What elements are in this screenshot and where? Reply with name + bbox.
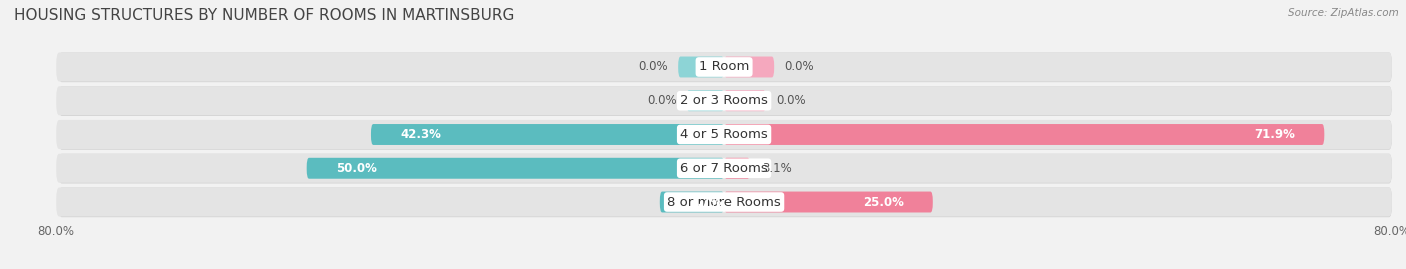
FancyBboxPatch shape (724, 90, 766, 111)
Text: Source: ZipAtlas.com: Source: ZipAtlas.com (1288, 8, 1399, 18)
FancyBboxPatch shape (724, 56, 775, 77)
FancyBboxPatch shape (724, 158, 749, 179)
Text: 0.0%: 0.0% (776, 94, 806, 107)
Text: HOUSING STRUCTURES BY NUMBER OF ROOMS IN MARTINSBURG: HOUSING STRUCTURES BY NUMBER OF ROOMS IN… (14, 8, 515, 23)
FancyBboxPatch shape (59, 52, 1392, 82)
FancyBboxPatch shape (56, 120, 1392, 149)
Text: 7.7%: 7.7% (689, 196, 721, 208)
Text: 3.1%: 3.1% (762, 162, 792, 175)
Text: 42.3%: 42.3% (401, 128, 441, 141)
FancyBboxPatch shape (371, 124, 724, 145)
FancyBboxPatch shape (724, 192, 932, 213)
FancyBboxPatch shape (686, 90, 724, 111)
FancyBboxPatch shape (56, 52, 1392, 82)
FancyBboxPatch shape (56, 154, 1392, 183)
Text: 6 or 7 Rooms: 6 or 7 Rooms (681, 162, 768, 175)
Text: 50.0%: 50.0% (336, 162, 377, 175)
FancyBboxPatch shape (59, 154, 1392, 183)
Text: 4 or 5 Rooms: 4 or 5 Rooms (681, 128, 768, 141)
Text: 0.0%: 0.0% (638, 61, 668, 73)
Text: 0.0%: 0.0% (647, 94, 676, 107)
FancyBboxPatch shape (59, 86, 1392, 116)
FancyBboxPatch shape (307, 158, 724, 179)
Text: 71.9%: 71.9% (1254, 128, 1295, 141)
FancyBboxPatch shape (724, 124, 1324, 145)
FancyBboxPatch shape (659, 192, 724, 213)
Text: 25.0%: 25.0% (863, 196, 904, 208)
FancyBboxPatch shape (56, 86, 1392, 115)
Text: 0.0%: 0.0% (785, 61, 814, 73)
FancyBboxPatch shape (59, 187, 1392, 217)
Text: 8 or more Rooms: 8 or more Rooms (668, 196, 780, 208)
Text: 2 or 3 Rooms: 2 or 3 Rooms (681, 94, 768, 107)
Text: 1 Room: 1 Room (699, 61, 749, 73)
FancyBboxPatch shape (678, 56, 724, 77)
FancyBboxPatch shape (56, 187, 1392, 217)
FancyBboxPatch shape (59, 120, 1392, 150)
